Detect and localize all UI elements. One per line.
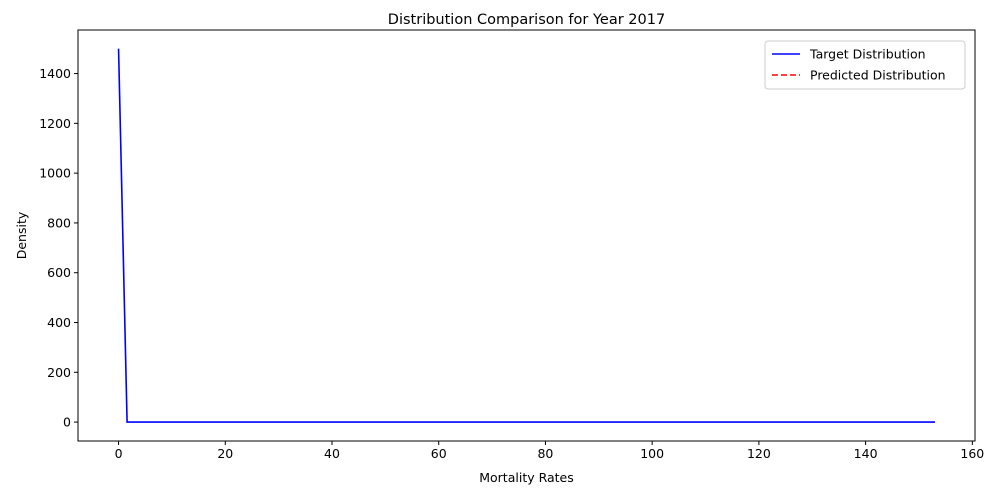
y-tick-label: 800 <box>47 215 71 230</box>
y-axis-label: Density <box>14 211 29 259</box>
legend: Target Distribution Predicted Distributi… <box>764 40 966 90</box>
legend-label-target: Target Distribution <box>809 47 926 62</box>
y-tick-label: 600 <box>47 265 71 280</box>
x-tick-label: 100 <box>640 446 664 461</box>
target-distribution-line <box>117 48 935 423</box>
x-tick-label: 80 <box>537 446 553 461</box>
legend-label-predicted: Predicted Distribution <box>810 68 946 83</box>
y-tick-label: 200 <box>47 365 71 380</box>
y-tick-label: 1200 <box>39 116 71 131</box>
x-tick-label: 140 <box>854 446 878 461</box>
y-tick-label: 0 <box>63 415 71 430</box>
x-tick-label: 20 <box>217 446 233 461</box>
x-tick-label: 60 <box>431 446 447 461</box>
y-tick-label: 400 <box>47 315 71 330</box>
x-tick-label: 40 <box>324 446 340 461</box>
x-tick-label: 160 <box>960 446 984 461</box>
legend-box <box>764 40 966 90</box>
y-tick-label: 1000 <box>39 166 71 181</box>
x-tick-label: 120 <box>747 446 771 461</box>
x-tick-label: 0 <box>115 446 123 461</box>
y-tick-label: 1400 <box>39 66 71 81</box>
plot-frame <box>77 29 976 442</box>
x-axis-label: Mortality Rates <box>479 470 574 485</box>
chart-title: Distribution Comparison for Year 2017 <box>388 12 665 28</box>
